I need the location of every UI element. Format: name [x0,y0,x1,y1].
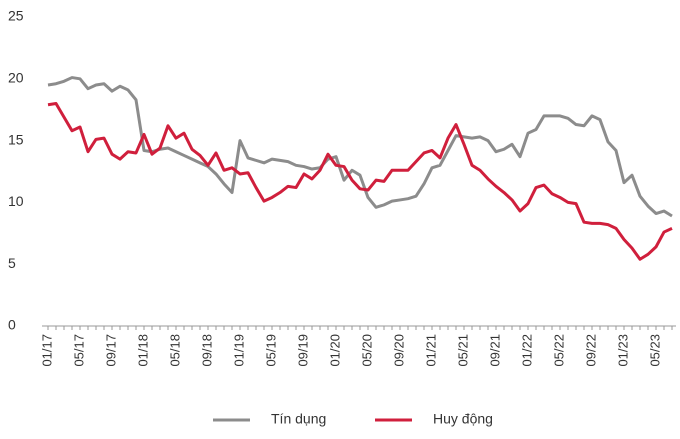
x-tick-label: 01/22 [519,334,534,367]
x-tick-label: 01/21 [423,334,438,367]
x-tick-label: 05/22 [551,334,566,367]
x-tick-label: 09/21 [487,334,502,367]
y-tick-label: 25 [8,8,24,24]
x-tick-label: 05/19 [263,334,278,367]
x-tick-label: 09/17 [103,334,118,367]
x-tick-label: 05/20 [359,334,374,367]
x-tick-label: 01/17 [39,334,54,367]
x-tick-label: 09/20 [391,334,406,367]
y-tick-label: 0 [8,317,16,333]
x-tick-label: 01/23 [615,334,630,367]
x-tick-label: 09/19 [295,334,310,367]
x-tick-label: 01/20 [327,334,342,367]
x-tick-label: 01/19 [231,334,246,367]
y-tick-label: 15 [8,131,24,147]
x-tick-label: 05/21 [455,334,470,367]
x-tick-label: 05/18 [167,334,182,367]
legend-label: Huy động [433,411,493,427]
legend-label: Tín dụng [271,411,326,427]
x-tick-label: 09/18 [199,334,214,367]
y-tick-label: 5 [8,255,16,271]
series-line [47,76,673,218]
x-tick-label: 09/22 [583,334,598,367]
x-tick-label: 01/18 [135,334,150,367]
x-tick-label: 05/17 [71,334,86,367]
y-tick-label: 10 [8,193,24,209]
x-tick-label: 05/23 [647,334,662,367]
y-tick-label: 20 [8,70,24,86]
series-line [47,102,673,261]
